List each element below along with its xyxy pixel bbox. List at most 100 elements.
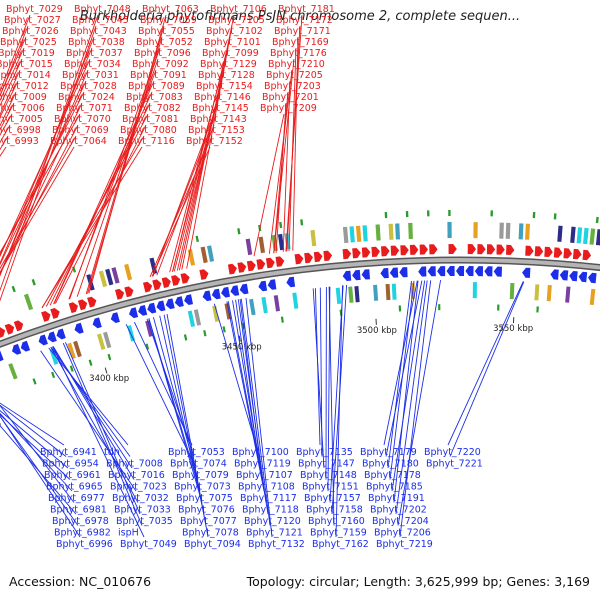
reverse-gene-label: Bphyt_7032 — [112, 493, 169, 504]
reverse-gene-arrow — [380, 268, 389, 279]
reverse-gene-label: Bphyt_7033 — [114, 505, 171, 516]
forward-gene-label: Bphyt_7027 — [4, 15, 61, 26]
reverse-gene-arrow — [202, 290, 212, 302]
inner-marker — [183, 334, 188, 341]
forward-gene-label: Bphyt_7005 — [0, 114, 43, 125]
reverse-gene-arrow — [0, 350, 4, 362]
forward-gene-label: Bphyt_7128 — [198, 70, 255, 81]
inner-feature-block — [348, 286, 354, 303]
forward-gene-label: Bphyt_6993 — [0, 136, 39, 147]
inner-feature-block — [472, 282, 477, 299]
reverse-gene-arrow — [221, 286, 230, 298]
reverse-gene-label: Bphyt_7162 — [312, 539, 369, 550]
scale-tick-label: 3450 kbp — [222, 343, 262, 353]
reverse-connector — [0, 404, 67, 457]
outer-marker — [448, 210, 451, 217]
outer-feature-block — [98, 270, 108, 288]
forward-gene-arrow — [256, 259, 266, 270]
reverse-gene-label: Bphyt_7074 — [170, 459, 227, 470]
reverse-connector — [148, 318, 203, 503]
reverse-gene-label: Bphyt_7075 — [176, 493, 233, 504]
forward-gene-arrow — [361, 247, 371, 258]
forward-connector — [0, 58, 91, 258]
outer-feature-block — [395, 223, 401, 240]
outer-feature-block — [23, 293, 34, 311]
inner-feature-block — [187, 310, 196, 327]
reverse-gene-label: Bphyt_7191 — [368, 493, 425, 504]
forward-connector — [273, 58, 295, 254]
inner-feature-block — [8, 363, 18, 380]
forward-gene-arrow — [429, 244, 438, 255]
outer-marker — [490, 210, 493, 217]
reverse-gene-arrow — [588, 272, 597, 284]
forward-gene-label: Bphyt_7181 — [278, 4, 335, 15]
forward-gene-arrow — [237, 262, 247, 273]
forward-gene-arrow — [506, 244, 515, 255]
backbone-ring — [0, 258, 600, 347]
forward-gene-label: Bphyt_7037 — [66, 48, 123, 59]
forward-gene-arrow — [265, 257, 275, 269]
reverse-gene-label: Bphyt_7221 — [426, 459, 483, 470]
outer-feature-block — [111, 267, 120, 284]
reverse-connector — [62, 342, 143, 526]
reverse-gene-arrow — [389, 267, 399, 278]
forward-gene-label: Bphyt_7152 — [186, 136, 243, 147]
forward-gene-arrow — [381, 246, 390, 257]
reverse-gene-label: Bphyt_7147 — [298, 459, 355, 470]
outer-feature-block — [595, 229, 600, 246]
forward-gene-label: Bphyt_7089 — [128, 81, 185, 92]
reverse-gene-label: Bphyt_7073 — [174, 482, 231, 493]
forward-gene-label: Bphyt_7069 — [52, 125, 109, 136]
forward-gene-arrow — [124, 286, 134, 298]
reverse-connector — [0, 410, 69, 469]
reverse-connector — [0, 415, 81, 538]
forward-gene-label: Bphyt_7154 — [196, 81, 253, 92]
outer-feature-block — [499, 222, 504, 239]
forward-gene-arrow — [50, 308, 60, 319]
outer-feature-block — [518, 223, 524, 240]
reverse-gene-label: Bphyt_7016 — [108, 470, 165, 481]
scale-tick — [104, 367, 108, 374]
outer-marker — [300, 219, 304, 226]
forward-gene-arrow — [342, 248, 352, 260]
reverse-gene-label: Bphyt_7108 — [238, 482, 295, 493]
forward-gene-arrow — [323, 250, 333, 262]
forward-gene-arrow — [161, 277, 171, 288]
reverse-connector — [397, 280, 442, 526]
reverse-gene-arrow — [342, 270, 352, 281]
reverse-gene-arrow — [38, 334, 48, 346]
gene-labels: 3350 kbp 3400 kbp 3450 kbp 3500 kbp 3550 kbp… — [0, 4, 533, 550]
forward-gene-label: Bphyt_7172 — [276, 15, 333, 26]
forward-connector — [152, 113, 217, 277]
forward-gene-label: Bphyt_7014 — [0, 70, 51, 81]
reverse-gene-arrow — [559, 270, 569, 281]
forward-connector — [0, 146, 75, 274]
inner-feature-block — [49, 348, 59, 365]
reverse-connector — [227, 301, 261, 469]
reverse-gene-label: Bphyt_6982 — [54, 528, 111, 539]
reverse-gene-label: Bphyt_7151 — [302, 482, 359, 493]
reverse-connector — [237, 299, 267, 503]
inner-marker — [203, 330, 207, 337]
forward-gene-label: Bphyt_7006 — [0, 103, 45, 114]
inner-marker — [536, 306, 539, 313]
outer-feature-block — [258, 236, 266, 254]
reverse-gene-label: Bphyt_7078 — [182, 528, 239, 539]
reverse-gene-label: Bphyt_7202 — [370, 505, 427, 516]
forward-gene-label: Bphyt_7203 — [264, 81, 321, 92]
outer-feature-block — [570, 226, 576, 243]
outer-marker — [11, 285, 16, 293]
reverse-gene-arrow — [92, 317, 102, 329]
outer-marker — [427, 210, 430, 217]
inner-feature-block — [273, 295, 281, 312]
outer-marker — [31, 279, 36, 286]
reverse-connector — [0, 402, 65, 446]
forward-connector — [273, 91, 289, 254]
forward-gene-arrow — [68, 302, 78, 314]
reverse-gene-label: Bphyt_6965 — [46, 482, 103, 493]
feature-tracks — [0, 210, 600, 385]
inner-feature-block — [366, 285, 372, 302]
outer-feature-block — [473, 222, 478, 239]
forward-connector — [41, 135, 145, 309]
forward-gene-label: Bphyt_7205 — [266, 70, 323, 81]
